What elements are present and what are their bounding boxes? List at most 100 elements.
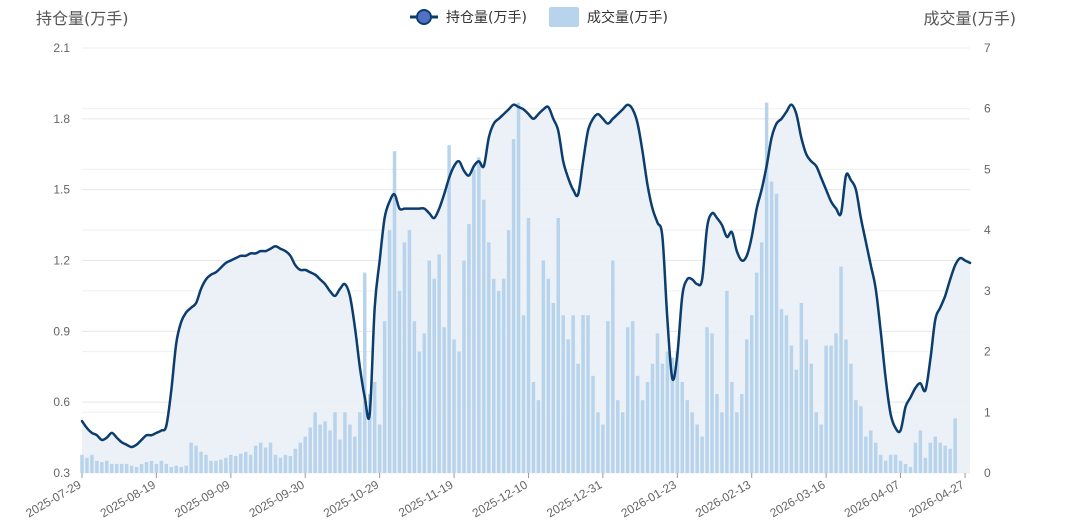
volume-bar	[869, 430, 873, 473]
volume-bar	[764, 102, 769, 474]
volume-bar	[372, 381, 377, 473]
volume-bar	[189, 442, 193, 473]
left-tick-label: 2.1	[53, 41, 70, 55]
volume-bar	[774, 193, 779, 473]
volume-bar	[754, 272, 759, 473]
volume-bar	[789, 345, 794, 473]
volume-bar	[928, 442, 933, 473]
volume-bar	[606, 321, 610, 473]
volume-bar	[675, 351, 680, 473]
volume-bar	[794, 369, 799, 473]
x-tick-label: 2026-03-16	[767, 477, 827, 520]
volume-bar	[635, 375, 640, 473]
x-axis-ticks: 2025-07-29 2025-08-19 2025-09-09 2025-09-30…	[23, 473, 967, 520]
volume-bar	[437, 254, 441, 473]
volume-bar	[660, 363, 665, 473]
volume-bar	[933, 436, 938, 473]
volume-bar	[943, 445, 947, 473]
right-tick-label: 0	[984, 466, 991, 480]
volume-bar	[680, 381, 685, 473]
volume-bar	[149, 460, 154, 473]
right-tick-label: 6	[984, 102, 991, 116]
volume-bar	[779, 309, 784, 473]
legend-item-holdings[interactable]: 持仓量(万手)	[410, 9, 527, 26]
legend: 持仓量(万手) 成交量(万手)	[410, 7, 668, 27]
volume-bar	[95, 460, 99, 473]
volume-bar	[363, 272, 367, 473]
volume-bar	[248, 454, 253, 473]
volume-bar	[114, 463, 119, 473]
volume-bar	[700, 436, 704, 473]
volume-bar	[214, 460, 218, 473]
volume-bar	[819, 424, 823, 473]
volume-bar	[80, 454, 84, 473]
volume-bar	[665, 351, 670, 473]
volume-bar	[263, 447, 268, 473]
volume-bar	[139, 463, 144, 473]
right-tick-label: 4	[984, 223, 991, 237]
volume-bar	[243, 451, 248, 473]
volume-bar	[308, 427, 312, 473]
volume-bar	[377, 424, 382, 473]
volume-bar	[893, 454, 898, 473]
legend-item-volume[interactable]: 成交量(万手)	[549, 7, 668, 27]
volume-bar	[749, 315, 754, 473]
volume-bar	[784, 315, 789, 473]
volume-bar	[720, 412, 724, 473]
volume-bar	[353, 436, 357, 473]
x-tick-label: 2026-02-13	[693, 477, 753, 520]
volume-bar	[859, 406, 863, 473]
volume-bar	[556, 218, 560, 473]
volume-bar	[630, 321, 635, 473]
volume-bar	[745, 339, 749, 473]
right-tick-label: 1	[984, 405, 991, 419]
volume-bar	[407, 230, 412, 473]
right-axis-ticks: 0 1 2 3 4 5 6 7	[984, 41, 991, 480]
volume-bar	[804, 339, 809, 473]
legend-circle-marker	[416, 9, 432, 25]
volume-bar	[948, 448, 952, 473]
volume-bar	[487, 242, 491, 473]
x-tick-label: 2025-09-30	[247, 477, 307, 520]
left-tick-label: 1.5	[53, 183, 70, 197]
volume-bar	[735, 412, 739, 473]
volume-bar	[611, 260, 615, 473]
volume-bar	[333, 412, 337, 473]
volume-bar	[839, 266, 843, 473]
volume-bar	[769, 181, 774, 474]
x-tick-label: 2026-01-23	[619, 477, 679, 520]
volume-bar	[467, 224, 471, 473]
volume-bar	[849, 363, 853, 473]
volume-bar	[690, 412, 694, 473]
volume-bar	[551, 303, 556, 473]
volume-bar	[834, 333, 838, 473]
volume-bar	[268, 442, 273, 473]
volume-bar	[224, 457, 228, 473]
volume-bar	[864, 436, 868, 473]
volume-bar	[546, 278, 551, 473]
volume-bar	[591, 375, 595, 473]
x-tick-label: 2025-12-10	[470, 477, 530, 520]
volume-bar	[154, 463, 159, 473]
volume-bar	[874, 442, 878, 473]
volume-bar	[908, 466, 913, 473]
volume-bar	[382, 321, 387, 473]
volume-bar	[229, 454, 233, 473]
volume-bar	[412, 321, 417, 473]
volume-bar	[328, 430, 332, 473]
volume-bar	[809, 363, 813, 473]
volume-bar	[938, 442, 942, 473]
volume-bar	[536, 400, 541, 473]
volume-bar	[323, 421, 327, 473]
volume-bar	[655, 333, 660, 473]
volume-bar	[119, 463, 124, 473]
volume-bar	[457, 351, 461, 473]
volume-bar	[313, 412, 317, 473]
volume-bar	[824, 345, 828, 473]
volume-bar	[358, 412, 362, 473]
volume-bar	[258, 442, 263, 473]
volume-bar	[918, 430, 923, 473]
volume-bar	[397, 290, 402, 473]
volume-bar	[501, 278, 506, 473]
